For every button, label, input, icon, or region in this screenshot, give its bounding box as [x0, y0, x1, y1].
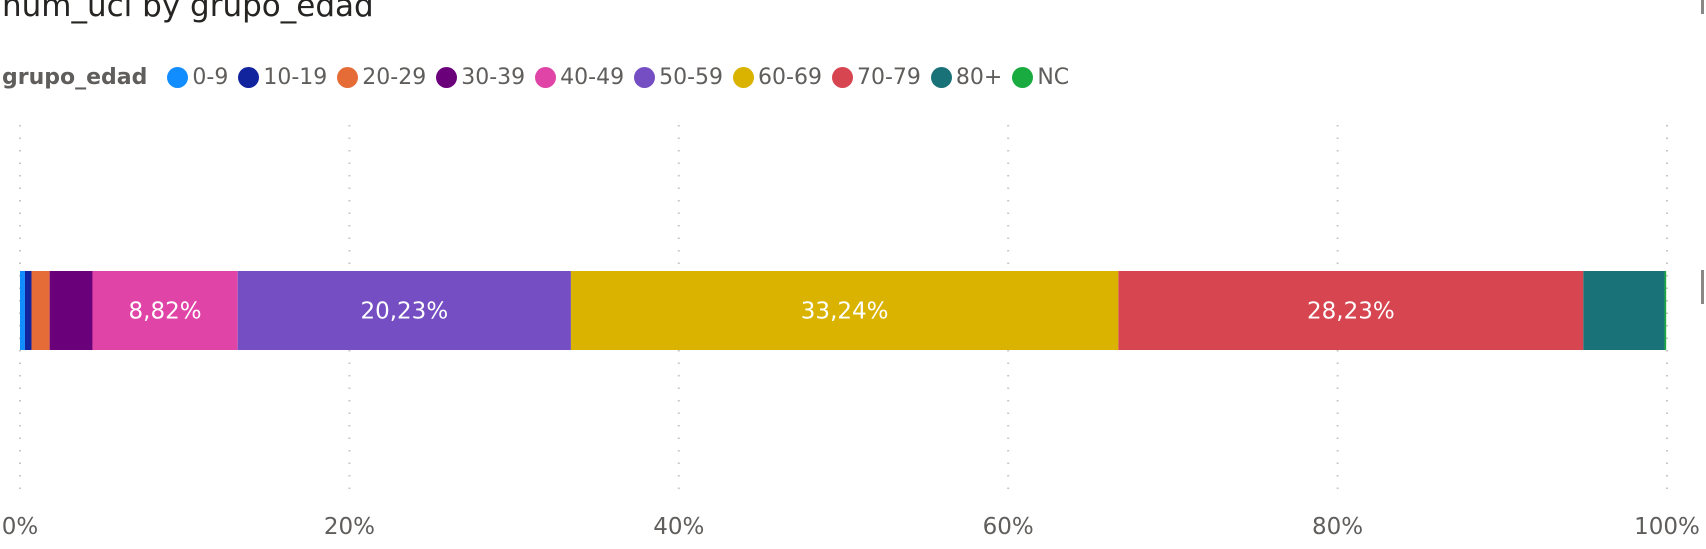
legend-marker-icon — [167, 66, 189, 88]
legend-label: 40-49 — [560, 64, 625, 90]
legend-marker-icon — [337, 66, 359, 88]
x-tick-label: 20% — [324, 514, 375, 540]
x-tick-label: 60% — [983, 514, 1034, 540]
legend-item-60-69[interactable]: 60-69 — [733, 65, 822, 90]
legend-item-50-59[interactable]: 50-59 — [634, 65, 723, 90]
legend-marker-icon — [831, 66, 853, 88]
legend-items: 0-9 10-19 20-29 30-39 40-49 50-59 60-69 70-79 80… — [167, 65, 1079, 90]
bar-segment-30-39 — [49, 271, 93, 350]
bar-segment-40-49 — [92, 271, 238, 350]
legend-item-30-39[interactable]: 30-39 — [436, 65, 525, 90]
legend-title: grupo_edad — [2, 64, 148, 90]
legend-label: 60-69 — [758, 64, 822, 90]
bar-segment-10-19 — [24, 271, 32, 350]
x-tick-label: 80% — [1312, 514, 1363, 540]
x-tick-label: 0% — [2, 514, 39, 540]
legend-label: 30-39 — [461, 64, 526, 90]
chart-title: num_uci by grupo_edad — [2, 0, 374, 24]
legend-marker-icon — [436, 66, 458, 88]
bar-segment-60-69 — [570, 271, 1119, 350]
legend-item-20-29[interactable]: 20-29 — [337, 65, 426, 90]
legend-label: 0-9 — [192, 64, 229, 90]
legend-marker-icon — [930, 66, 952, 88]
legend-label: 80+ — [955, 64, 1003, 90]
legend-marker-icon — [1012, 66, 1034, 88]
legend-label: 70-79 — [856, 64, 921, 90]
legend-item-10-19[interactable]: 10-19 — [238, 65, 327, 90]
legend-item-70-79[interactable]: 70-79 — [831, 64, 921, 90]
legend-item-40-49[interactable]: 40-49 — [535, 65, 624, 90]
chart-legend: grupo_edad 0-9 10-19 20-29 30-39 40-49 50-59 6… — [2, 62, 1079, 92]
data-label: 33,24% — [801, 299, 889, 325]
right-edge-mark — [1701, 270, 1704, 304]
x-tick-label: 40% — [653, 514, 704, 540]
bar-segment-NC — [1664, 271, 1667, 350]
bar-segment-80- — [1583, 271, 1665, 350]
legend-marker-icon — [238, 66, 260, 88]
legend-marker-icon — [634, 66, 656, 88]
legend-label: 20-29 — [362, 64, 427, 90]
data-label: 28,23% — [1307, 299, 1395, 325]
bar-segment-70-79 — [1118, 271, 1584, 350]
legend-item-NC[interactable]: NC — [1012, 65, 1069, 90]
data-label: 8,82% — [129, 299, 202, 325]
bar-segment-0-9 — [20, 271, 25, 350]
legend-marker-icon — [535, 66, 557, 88]
legend-item-0-9[interactable]: 0-9 — [167, 65, 228, 90]
bar-segment-50-59 — [237, 271, 571, 350]
top-right-edge-mark — [1701, 0, 1704, 14]
legend-label: 50-59 — [659, 64, 724, 90]
x-tick-label: 100% — [1634, 514, 1700, 540]
legend-item-80-[interactable]: 80+ — [930, 64, 1003, 90]
data-label: 20,23% — [360, 299, 448, 325]
legend-label: 10-19 — [263, 64, 328, 90]
bar-segment-20-29 — [31, 271, 50, 350]
legend-marker-icon — [733, 66, 755, 88]
legend-label: NC — [1037, 64, 1070, 90]
